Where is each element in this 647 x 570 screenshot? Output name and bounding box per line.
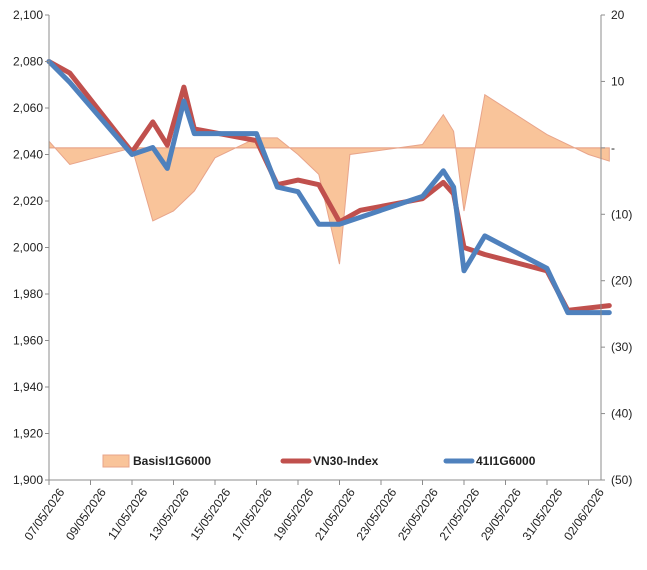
left-tick-label: 1,960 bbox=[13, 334, 43, 348]
x-tick-label: 23/05/2026 bbox=[354, 485, 400, 542]
right-tick-label: 10 bbox=[611, 74, 625, 88]
left-tick-label: 2,100 bbox=[13, 8, 43, 22]
legend-label-vn30-index: VN30-Index bbox=[313, 454, 379, 468]
left-tick-label: 1,940 bbox=[13, 380, 43, 394]
x-tick-label: 21/05/2026 bbox=[312, 485, 358, 542]
left-tick-label: 2,060 bbox=[13, 101, 43, 115]
x-tick-label: 31/05/2026 bbox=[520, 485, 566, 542]
right-tick-label: (40) bbox=[611, 407, 632, 421]
x-tick-label: 11/05/2026 bbox=[105, 485, 151, 542]
x-tick-label: 25/05/2026 bbox=[395, 485, 441, 542]
legend-label-41i1g6000: 41I1G6000 bbox=[476, 454, 536, 468]
right-tick-label: 20 bbox=[611, 8, 625, 22]
left-tick-label: 1,980 bbox=[13, 287, 43, 301]
left-tick-label: 2,080 bbox=[13, 55, 43, 69]
series-line-41i1g6000 bbox=[46, 59, 612, 316]
right-tick-label: (20) bbox=[611, 274, 632, 288]
right-tick-label: (30) bbox=[611, 340, 632, 354]
x-tick-label: 07/05/2026 bbox=[22, 485, 68, 542]
right-tick-label: - bbox=[611, 141, 615, 155]
x-tick-label: 02/06/2026 bbox=[561, 485, 607, 542]
left-tick-label: 2,000 bbox=[13, 241, 43, 255]
left-tick-label: 2,040 bbox=[13, 148, 43, 162]
x-tick-label: 19/05/2026 bbox=[271, 485, 317, 542]
right-tick-label: (10) bbox=[611, 207, 632, 221]
x-tick-label: 09/05/2026 bbox=[63, 485, 109, 542]
legend-swatch-basisi1g6000 bbox=[102, 454, 130, 468]
legend-label-basisi1g6000: BasisI1G6000 bbox=[133, 454, 211, 468]
x-tick-label: 27/05/2026 bbox=[437, 485, 483, 542]
right-tick-label: (50) bbox=[611, 473, 632, 487]
x-tick-label: 15/05/2026 bbox=[188, 485, 234, 542]
left-tick-label: 2,020 bbox=[13, 194, 43, 208]
left-tick-label: 1,900 bbox=[13, 473, 43, 487]
x-tick-label: 29/05/2026 bbox=[478, 485, 524, 542]
x-tick-label: 13/05/2026 bbox=[146, 485, 192, 542]
left-tick-label: 1,920 bbox=[13, 427, 43, 441]
x-tick-label: 17/05/2026 bbox=[229, 485, 275, 542]
basis-area bbox=[48, 93, 610, 265]
